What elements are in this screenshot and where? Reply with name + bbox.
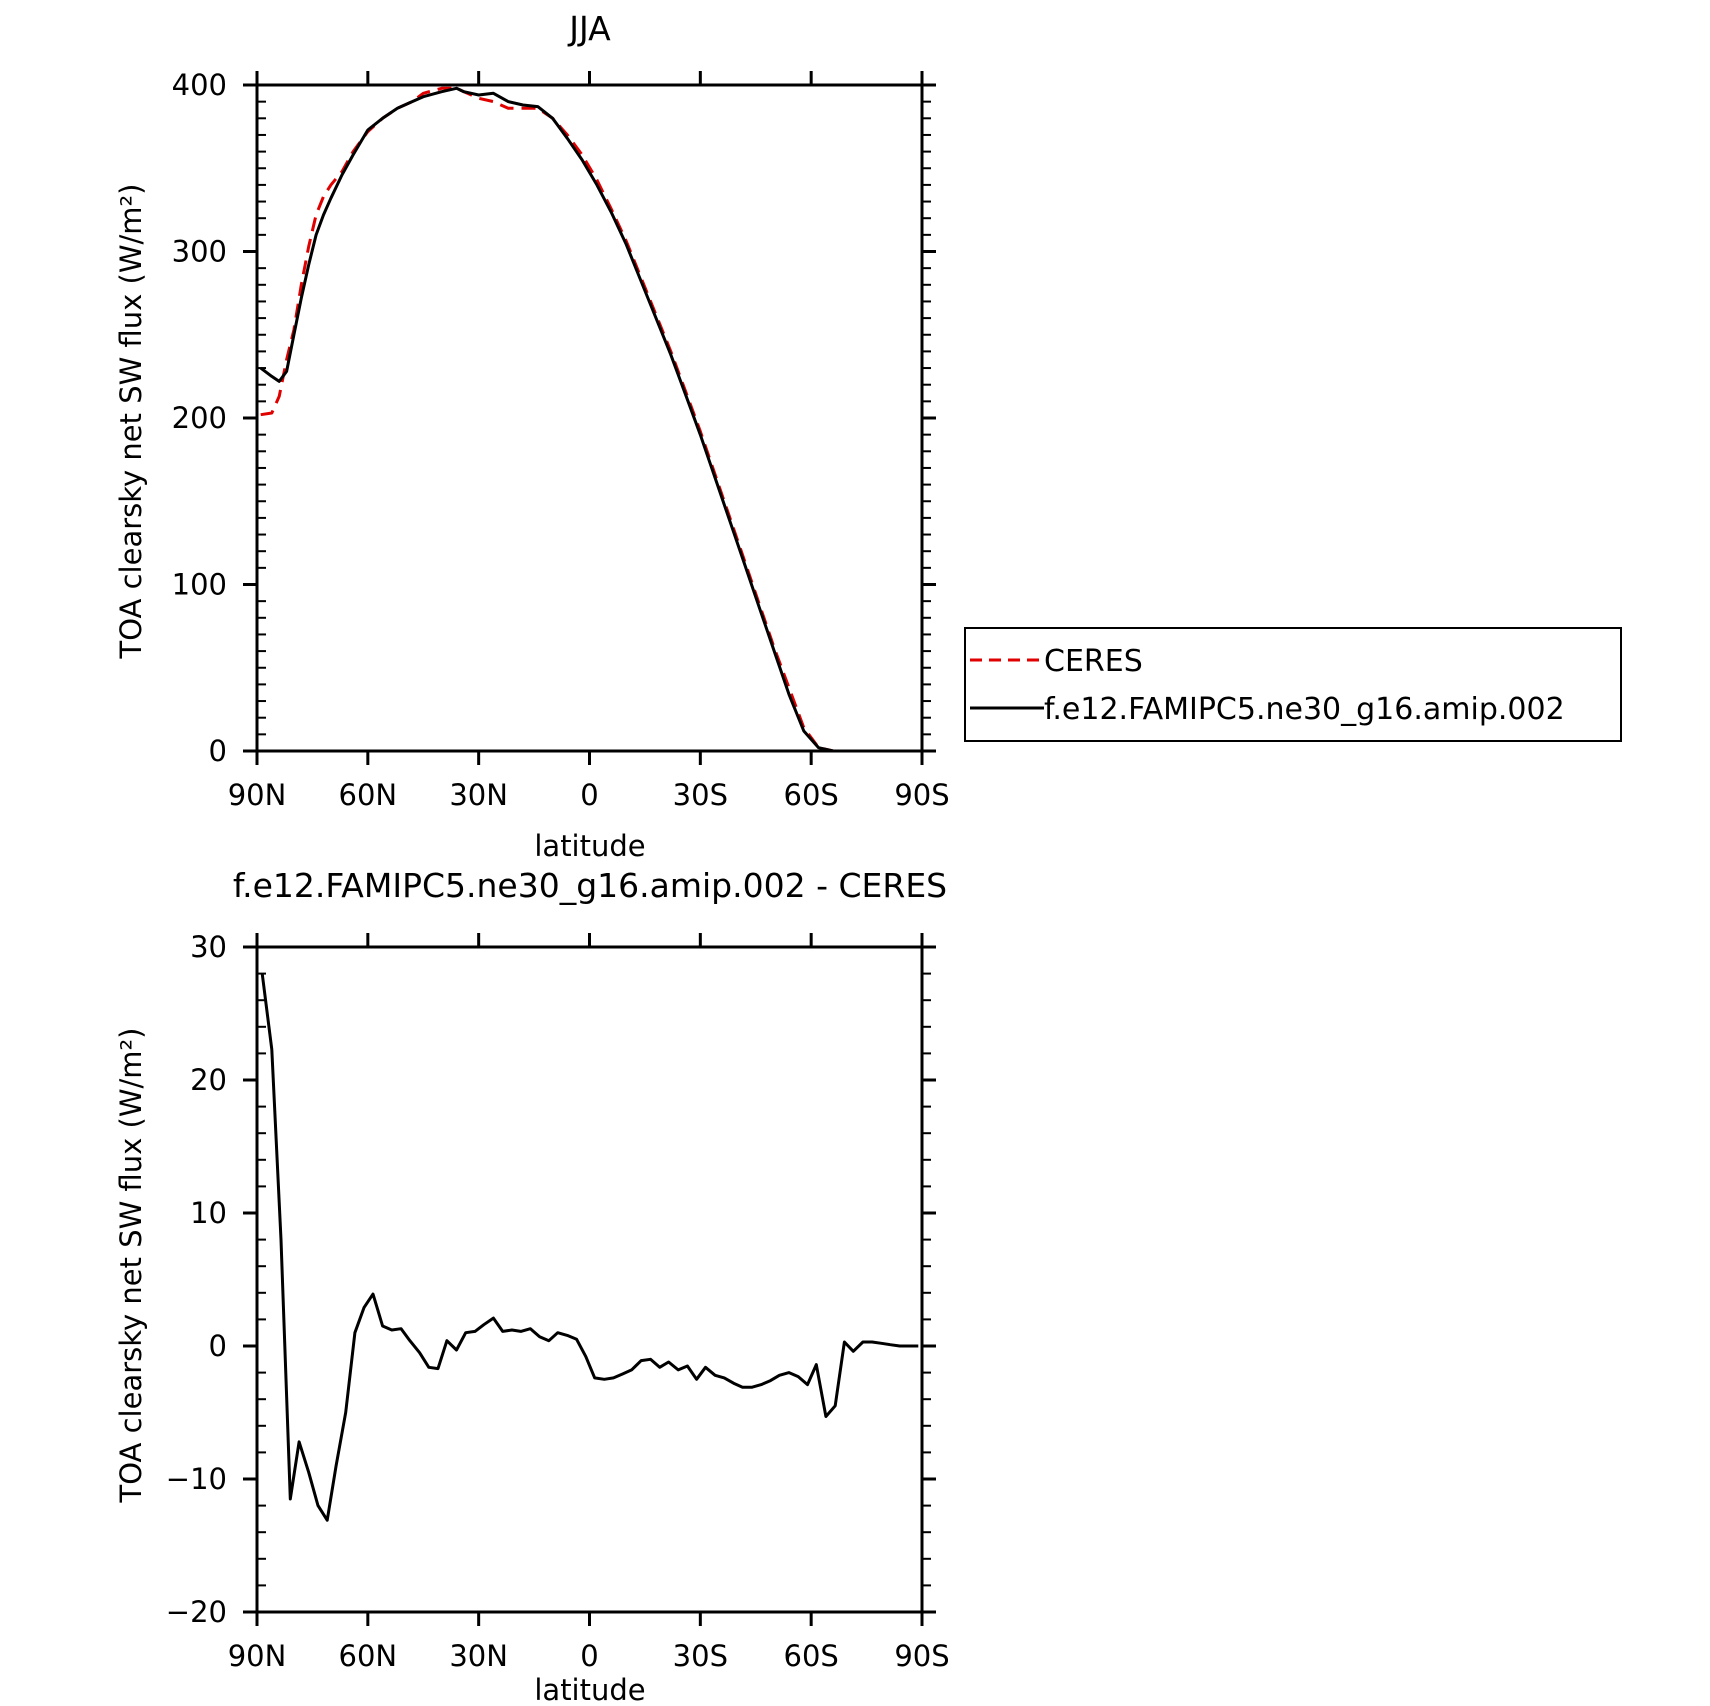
difference-panel: f.e12.FAMIPC5.ne30_g16.amip.002 - CERES … (114, 866, 950, 1706)
flux-panel-series (259, 86, 893, 753)
flux-panel-frame (255, 83, 924, 753)
difference-panel-series (260, 973, 919, 1522)
legend: CERES f.e12.FAMIPC5.ne30_g16.amip.002 (964, 627, 1622, 742)
difference-panel-xlabel: latitude (534, 1673, 645, 1706)
legend-model-label: f.e12.FAMIPC5.ne30_g16.amip.002 (1044, 692, 1565, 727)
legend-box (964, 627, 1622, 742)
difference-y-tick-label: 10 (190, 1196, 227, 1230)
difference-panel-title: f.e12.FAMIPC5.ne30_g16.amip.002 - CERES (233, 866, 947, 905)
flux-x-tick-label: 60S (784, 778, 839, 812)
difference-x-tick-label: 60S (784, 1639, 839, 1673)
flux-x-tick-label: 30S (673, 778, 728, 812)
difference-x-tick-label: 30S (673, 1639, 728, 1673)
flux-panel-ticks: 90N 60N 30N 0 30S 60S 90S 0 100 200 300 400 (172, 68, 950, 812)
flux-x-tick-label: 90S (894, 778, 949, 812)
flux-x-tick-label: 30N (449, 778, 508, 812)
flux-x-tick-label: 0 (580, 778, 598, 812)
difference-x-tick-label: 90S (894, 1639, 949, 1673)
flux-panel: JJA latitude TOA clearsky net SW flux (W… (114, 9, 950, 863)
flux-x-tick-label: 90N (228, 778, 287, 812)
flux-y-tick-label: 0 (209, 734, 227, 768)
flux-model-line (259, 86, 893, 753)
difference-y-tick-label: 20 (190, 1063, 227, 1097)
difference-panel-ticks: 90N 60N 30N 0 30S 60S 90S −20 −10 0 10 20 30 (166, 930, 950, 1673)
difference-x-tick-label: 30N (449, 1639, 508, 1673)
difference-y-tick-label: −20 (166, 1595, 227, 1629)
flux-y-tick-label: 400 (172, 68, 227, 102)
legend-ceres-label: CERES (1044, 644, 1143, 679)
difference-x-tick-label: 60N (339, 1639, 398, 1673)
flux-panel-title: JJA (567, 9, 611, 48)
difference-y-tick-label: 30 (190, 930, 227, 964)
flux-panel-xlabel: latitude (534, 829, 645, 863)
difference-x-tick-label: 90N (228, 1639, 287, 1673)
flux-panel-ylabel: TOA clearsky net SW flux (W/m²) (114, 184, 148, 660)
difference-y-tick-label: 0 (209, 1329, 227, 1363)
difference-difference-line (260, 973, 919, 1522)
flux-y-tick-label: 100 (172, 568, 227, 602)
difference-panel-frame (255, 945, 924, 1614)
difference-y-tick-label: −10 (166, 1462, 227, 1496)
difference-x-tick-label: 0 (580, 1639, 598, 1673)
difference-panel-ylabel: TOA clearsky net SW flux (W/m²) (114, 1028, 148, 1504)
flux-y-tick-label: 200 (172, 401, 227, 435)
flux-x-tick-label: 60N (339, 778, 398, 812)
flux-y-tick-label: 300 (172, 235, 227, 269)
